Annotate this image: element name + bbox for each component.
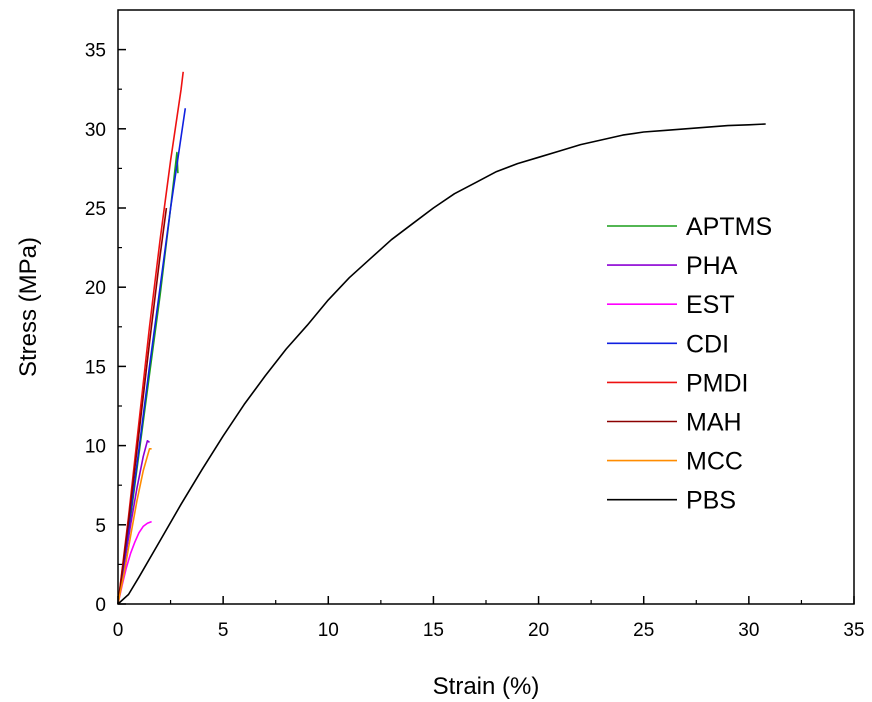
x-tick-label: 25 bbox=[633, 620, 654, 641]
legend-label: APTMS bbox=[686, 213, 772, 241]
x-tick-label: 35 bbox=[843, 620, 864, 641]
x-tick-label: 15 bbox=[423, 620, 444, 641]
x-tick-label: 0 bbox=[113, 620, 124, 641]
y-tick-label: 20 bbox=[85, 278, 106, 299]
legend-label: CDI bbox=[686, 330, 729, 358]
legend-label: EST bbox=[686, 291, 735, 319]
x-tick-label: 5 bbox=[218, 620, 229, 641]
series-line-cdi bbox=[117, 108, 187, 605]
y-tick-label: 25 bbox=[85, 199, 106, 220]
x-tick-label: 30 bbox=[738, 620, 759, 641]
legend-label: MCC bbox=[686, 448, 743, 476]
y-tick-label: 5 bbox=[95, 516, 106, 537]
y-tick-label: 30 bbox=[85, 120, 106, 141]
x-tick-label: 10 bbox=[318, 620, 339, 641]
legend-label: PMDI bbox=[686, 369, 749, 397]
legend-label: PBS bbox=[686, 487, 736, 515]
y-tick-label: 10 bbox=[85, 437, 106, 458]
y-axis-title: Stress (MPa) bbox=[15, 237, 42, 377]
series-line-mcc bbox=[117, 448, 152, 605]
series-line-mah bbox=[117, 207, 168, 605]
y-tick-label: 35 bbox=[85, 41, 106, 62]
x-tick-label: 20 bbox=[528, 620, 549, 641]
legend: APTMS PHA EST CDI PMDI MAH MCC PBS bbox=[607, 213, 772, 515]
y-tick-label: 0 bbox=[95, 595, 106, 616]
series-line-pha bbox=[117, 440, 150, 605]
x-axis-title: Strain (%) bbox=[433, 673, 540, 700]
series-line-pbs bbox=[117, 123, 766, 605]
series-layer bbox=[117, 71, 766, 605]
legend-label: MAH bbox=[686, 409, 742, 437]
tick-layer: 0 5 10 15 20 25 30 35 0 5 10 15 20 25 30 35 bbox=[85, 41, 865, 641]
legend-label: PHA bbox=[686, 252, 738, 280]
y-tick-label: 15 bbox=[85, 357, 106, 378]
